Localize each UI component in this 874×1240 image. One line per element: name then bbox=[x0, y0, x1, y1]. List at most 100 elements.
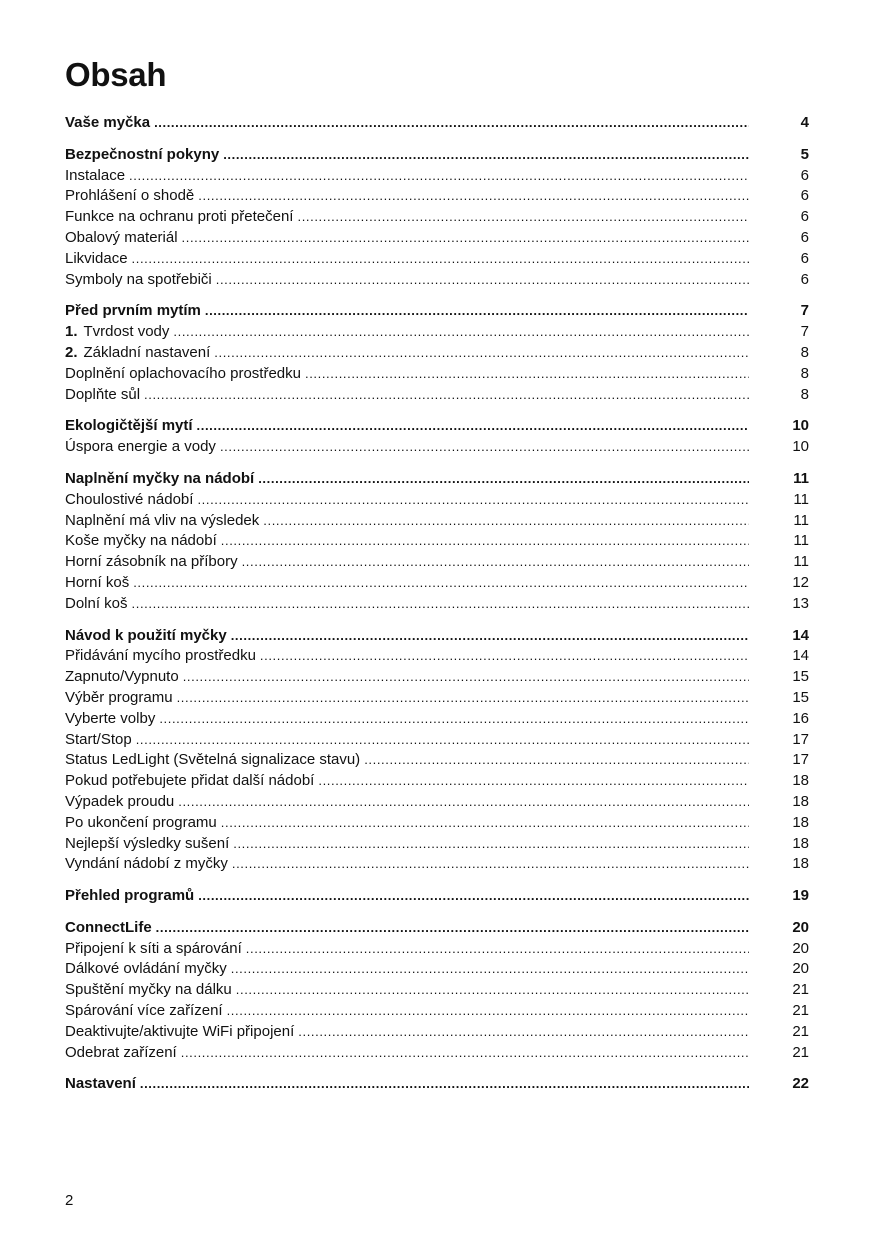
toc-entry[interactable]: Prohlášení o shodě 6 bbox=[65, 186, 809, 207]
toc-entry[interactable]: Výpadek proudu 18 bbox=[65, 792, 809, 813]
toc-entry[interactable]: Funkce na ochranu proti přetečení 6 bbox=[65, 207, 809, 228]
toc-section: Návod k použití myčky14Přidávání mycího … bbox=[65, 626, 809, 876]
entry-page: 6 bbox=[800, 208, 809, 226]
toc-entry[interactable]: Koše myčky na nádobí 11 bbox=[65, 531, 809, 552]
toc-entry[interactable]: Horní koš 12 bbox=[65, 573, 809, 594]
entry-page: 7 bbox=[800, 302, 809, 320]
entry-label-leader: Pokud potřebujete přidat další nádobí bbox=[65, 771, 749, 792]
entry-page: 4 bbox=[800, 114, 809, 131]
toc-entry[interactable]: Obalový materiál 6 bbox=[65, 228, 809, 249]
toc-entry[interactable]: Doplnění oplachovacího prostředku 8 bbox=[65, 364, 809, 385]
entry-label: Přehled programů bbox=[65, 887, 195, 905]
entry-label: Výpadek proudu bbox=[65, 792, 175, 810]
entry-label: Doplnění oplachovacího prostředku bbox=[65, 364, 301, 382]
toc-entry[interactable]: Výběr programu 15 bbox=[65, 688, 809, 709]
toc-entry[interactable]: Zapnuto/Vypnuto 15 bbox=[65, 667, 809, 688]
entry-label-leader: Ekologičtější mytí bbox=[65, 416, 749, 437]
toc-section-heading[interactable]: Nastavení 22 bbox=[65, 1074, 809, 1095]
toc-section-heading[interactable]: Vaše myčka 4 bbox=[65, 113, 809, 134]
dot-leader bbox=[221, 813, 749, 834]
dot-leader bbox=[258, 469, 749, 490]
toc-entry[interactable]: Spuštění myčky na dálku 21 bbox=[65, 980, 809, 1001]
toc-entry[interactable]: Deaktivujte/aktivujte WiFi připojení 21 bbox=[65, 1022, 809, 1043]
dot-leader bbox=[156, 918, 749, 939]
entry-label-leader: Dolní koš bbox=[65, 594, 749, 615]
toc-section-heading[interactable]: Bezpečnostní pokyny 5 bbox=[65, 145, 809, 166]
entry-label-leader: Před prvním mytím bbox=[65, 301, 749, 322]
toc-entry[interactable]: Úspora energie a vody 10 bbox=[65, 437, 809, 458]
toc-entry[interactable]: Likvidace 6 bbox=[65, 249, 809, 270]
toc-section-heading[interactable]: Před prvním mytím 7 bbox=[65, 301, 809, 322]
dot-leader bbox=[136, 730, 749, 751]
toc-entry[interactable]: Spárování více zařízení 21 bbox=[65, 1001, 809, 1022]
entry-label-leader: Návod k použití myčky bbox=[65, 626, 749, 647]
toc-section-heading[interactable]: Naplnění myčky na nádobí 11 bbox=[65, 469, 809, 490]
toc-entry[interactable]: Status LedLight (Světelná signalizace st… bbox=[65, 750, 809, 771]
toc-entry[interactable]: Připojení k síti a spárování 20 bbox=[65, 939, 809, 960]
entry-label-leader: Přidávání mycího prostředku bbox=[65, 646, 749, 667]
toc-entry[interactable]: Odebrat zařízení 21 bbox=[65, 1043, 809, 1064]
entry-page: 11 bbox=[793, 553, 809, 571]
entry-label: Funkce na ochranu proti přetečení bbox=[65, 208, 294, 226]
toc-section-heading[interactable]: Ekologičtější mytí 10 bbox=[65, 416, 809, 437]
entry-label-leader: Výpadek proudu bbox=[65, 792, 749, 813]
toc-entry[interactable]: 2. Základní nastavení 8 bbox=[65, 343, 809, 364]
toc-entry[interactable]: Pokud potřebujete přidat další nádobí 18 bbox=[65, 771, 809, 792]
entry-label-leader: Bezpečnostní pokyny bbox=[65, 145, 749, 166]
dot-leader bbox=[233, 834, 749, 855]
entry-page: 7 bbox=[800, 323, 809, 341]
toc-section-heading[interactable]: Přehled programů 19 bbox=[65, 886, 809, 907]
entry-label: Pokud potřebujete přidat další nádobí bbox=[65, 772, 315, 790]
toc-entry[interactable]: Symboly na spotřebiči 6 bbox=[65, 270, 809, 291]
toc-entry[interactable]: 1. Tvrdost vody 7 bbox=[65, 322, 809, 343]
entry-label: 1. Tvrdost vody bbox=[65, 322, 173, 343]
toc-entry[interactable]: Nejlepší výsledky sušení 18 bbox=[65, 834, 809, 855]
entry-page: 21 bbox=[792, 1043, 809, 1061]
toc-entry[interactable]: Přidávání mycího prostředku 14 bbox=[65, 646, 809, 667]
dot-leader bbox=[132, 249, 749, 270]
toc-entry[interactable]: Po ukončení programu 18 bbox=[65, 813, 809, 834]
toc-entry[interactable]: Doplňte sůl 8 bbox=[65, 385, 809, 406]
entry-page: 18 bbox=[792, 792, 809, 810]
entry-label: Odebrat zařízení bbox=[65, 1043, 177, 1061]
entry-page: 11 bbox=[793, 469, 809, 487]
entry-label: Prohlášení o shodě bbox=[65, 187, 195, 205]
toc-entry[interactable]: Start/Stop 17 bbox=[65, 730, 809, 751]
toc-entry[interactable]: Naplnění má vliv na výsledek 11 bbox=[65, 511, 809, 532]
toc-section-heading[interactable]: Návod k použití myčky 14 bbox=[65, 626, 809, 647]
dot-leader bbox=[197, 490, 749, 511]
dot-leader bbox=[140, 1074, 749, 1095]
dot-leader bbox=[214, 343, 749, 364]
toc-entry[interactable]: Dálkové ovládání myčky 20 bbox=[65, 959, 809, 980]
dot-leader bbox=[298, 1022, 749, 1043]
entry-label: Spárování více zařízení bbox=[65, 1002, 223, 1020]
page-number: 2 bbox=[65, 1192, 74, 1209]
entry-page: 15 bbox=[792, 688, 809, 706]
entry-label: Doplňte sůl bbox=[65, 385, 141, 403]
dot-leader bbox=[260, 646, 749, 667]
toc-entry[interactable]: Dolní koš 13 bbox=[65, 594, 809, 615]
entry-page: 16 bbox=[792, 709, 809, 727]
entry-label: Vyberte volby bbox=[65, 709, 156, 727]
entry-label-leader: Vaše myčka bbox=[65, 113, 749, 134]
entry-number: 1. bbox=[65, 323, 78, 341]
entry-label: Instalace bbox=[65, 166, 126, 184]
entry-page: 10 bbox=[792, 438, 809, 456]
toc-section-heading[interactable]: ConnectLife 20 bbox=[65, 918, 809, 939]
toc-entry[interactable]: Vyndání nádobí z myčky 18 bbox=[65, 854, 809, 875]
dot-leader bbox=[232, 854, 749, 875]
toc-entry[interactable]: Horní zásobník na příbory 11 bbox=[65, 552, 809, 573]
dot-leader bbox=[144, 385, 749, 406]
entry-label-leader: 2. Základní nastavení bbox=[65, 343, 749, 364]
toc-entry[interactable]: Choulostivé nádobí 11 bbox=[65, 490, 809, 511]
entry-label-leader: Obalový materiál bbox=[65, 228, 749, 249]
dot-leader bbox=[227, 1001, 749, 1022]
entry-label-leader: Vyberte volby bbox=[65, 709, 749, 730]
entry-page: 20 bbox=[792, 918, 809, 936]
entry-page: 11 bbox=[793, 532, 809, 550]
entry-page: 21 bbox=[792, 981, 809, 999]
entry-page: 6 bbox=[800, 187, 809, 205]
entry-page: 17 bbox=[792, 730, 809, 748]
toc-entry[interactable]: Vyberte volby 16 bbox=[65, 709, 809, 730]
toc-entry[interactable]: Instalace 6 bbox=[65, 166, 809, 187]
